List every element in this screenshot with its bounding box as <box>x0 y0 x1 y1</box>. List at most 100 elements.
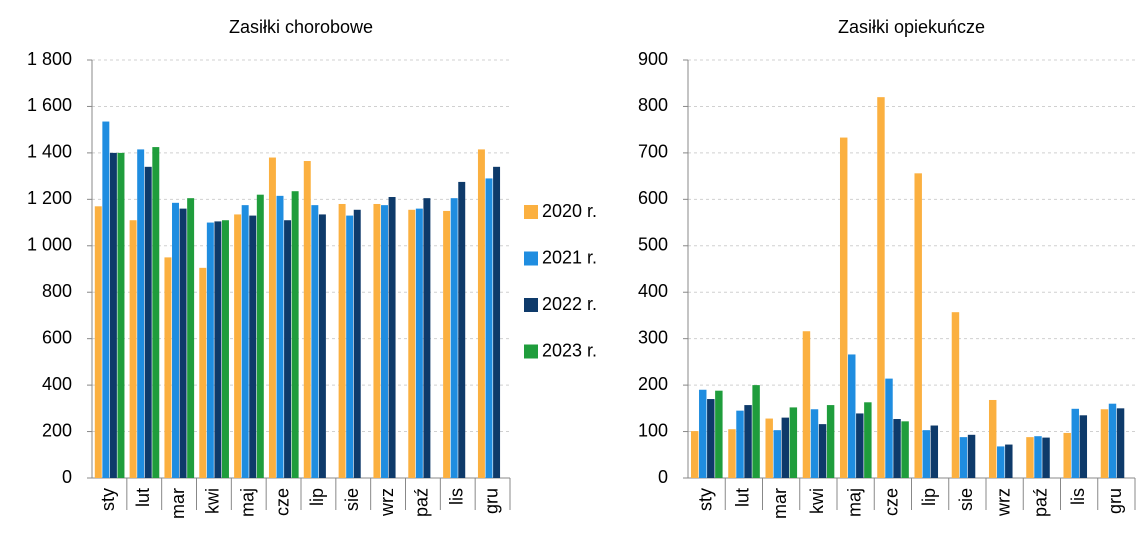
y-tick-label: 200 <box>42 420 72 440</box>
x-tick-label: paź <box>412 488 432 517</box>
y-tick-label: 700 <box>638 142 668 162</box>
bar <box>291 191 299 478</box>
chart-title: Zasiłki chorobowe <box>229 17 373 37</box>
legend-swatch <box>524 205 538 219</box>
y-tick-label: 0 <box>62 467 72 487</box>
legend-swatch <box>524 251 538 266</box>
bar <box>485 178 493 478</box>
x-tick-label: mar <box>168 488 188 519</box>
legend-swatch <box>524 298 538 312</box>
bar <box>408 209 416 479</box>
bar <box>338 203 346 478</box>
bar <box>221 220 229 478</box>
bar <box>893 419 901 478</box>
bar <box>256 194 264 478</box>
x-tick-label: maj <box>238 488 258 517</box>
y-tick-label: 300 <box>638 327 668 347</box>
bar <box>736 410 744 478</box>
x-tick-label: kwi <box>807 488 827 514</box>
bar <box>781 417 790 478</box>
bar <box>443 210 451 478</box>
bar <box>179 208 187 478</box>
bar <box>1071 408 1079 478</box>
bar <box>922 430 930 478</box>
bar <box>901 421 909 478</box>
bar <box>346 215 354 479</box>
bar <box>930 425 939 478</box>
bar <box>707 399 715 478</box>
x-tick-label: sty <box>98 488 118 511</box>
x-tick-label: paź <box>1031 488 1051 517</box>
y-tick-label: 1 200 <box>27 188 72 208</box>
bar <box>458 181 466 478</box>
x-tick-label: lip <box>919 488 939 506</box>
bar <box>129 220 137 478</box>
bar <box>172 202 179 479</box>
x-tick-label: kwi <box>203 488 223 514</box>
bar <box>848 354 856 478</box>
y-tick-label: 100 <box>638 420 668 440</box>
bar <box>137 149 145 478</box>
bar <box>1042 437 1050 478</box>
bar <box>206 222 214 478</box>
bar <box>744 405 752 478</box>
bar <box>152 147 160 479</box>
y-tick-label: 1 600 <box>27 95 72 115</box>
bar <box>715 390 723 478</box>
x-tick-label: wrz <box>993 488 1013 517</box>
x-tick-label: lut <box>733 488 753 507</box>
bar <box>477 149 485 478</box>
y-tick-label: 600 <box>42 327 72 347</box>
bar <box>752 385 760 478</box>
legend-label: 2023 r. <box>542 340 597 360</box>
x-tick-label: cze <box>272 488 292 516</box>
x-tick-label: lip <box>307 488 327 506</box>
x-tick-label: sie <box>342 488 362 511</box>
bar <box>951 312 960 478</box>
bar <box>234 214 242 478</box>
y-tick-label: 400 <box>638 281 668 301</box>
bar <box>728 429 736 478</box>
bar <box>856 413 864 478</box>
bar <box>988 399 997 478</box>
bar <box>1116 408 1125 478</box>
x-tick-label: lis <box>447 488 467 505</box>
bar <box>967 434 976 478</box>
bar <box>959 437 968 478</box>
bar <box>699 389 707 478</box>
y-tick-label: 400 <box>42 374 72 394</box>
bar <box>450 198 458 478</box>
x-tick-label: lut <box>133 488 153 507</box>
bar <box>690 431 699 478</box>
x-tick-label: gru <box>1105 488 1125 514</box>
bar <box>415 208 423 478</box>
y-tick-label: 900 <box>638 49 668 69</box>
x-tick-label: maj <box>844 488 864 517</box>
bar <box>864 402 872 478</box>
bar <box>818 424 827 478</box>
bar <box>353 209 361 479</box>
legend-label: 2021 r. <box>542 247 597 267</box>
bar <box>493 166 501 479</box>
bar <box>318 214 326 478</box>
bar <box>311 205 319 478</box>
bar <box>914 173 922 478</box>
bar <box>388 197 396 478</box>
bar <box>1100 409 1109 478</box>
x-tick-label: lis <box>1068 488 1088 505</box>
bar <box>1079 415 1088 478</box>
y-tick-label: 1 400 <box>27 142 72 162</box>
y-tick-label: 1 800 <box>27 49 72 69</box>
bar <box>276 195 284 478</box>
chart-title: Zasiłki opiekuńcze <box>838 17 985 37</box>
bar <box>802 331 811 478</box>
bar <box>1005 444 1013 478</box>
bar <box>268 157 276 479</box>
bar <box>214 221 222 478</box>
bar <box>765 418 773 478</box>
y-tick-label: 200 <box>638 374 668 394</box>
x-tick-label: wrz <box>377 488 397 517</box>
bar <box>241 205 249 478</box>
bar <box>826 405 835 478</box>
